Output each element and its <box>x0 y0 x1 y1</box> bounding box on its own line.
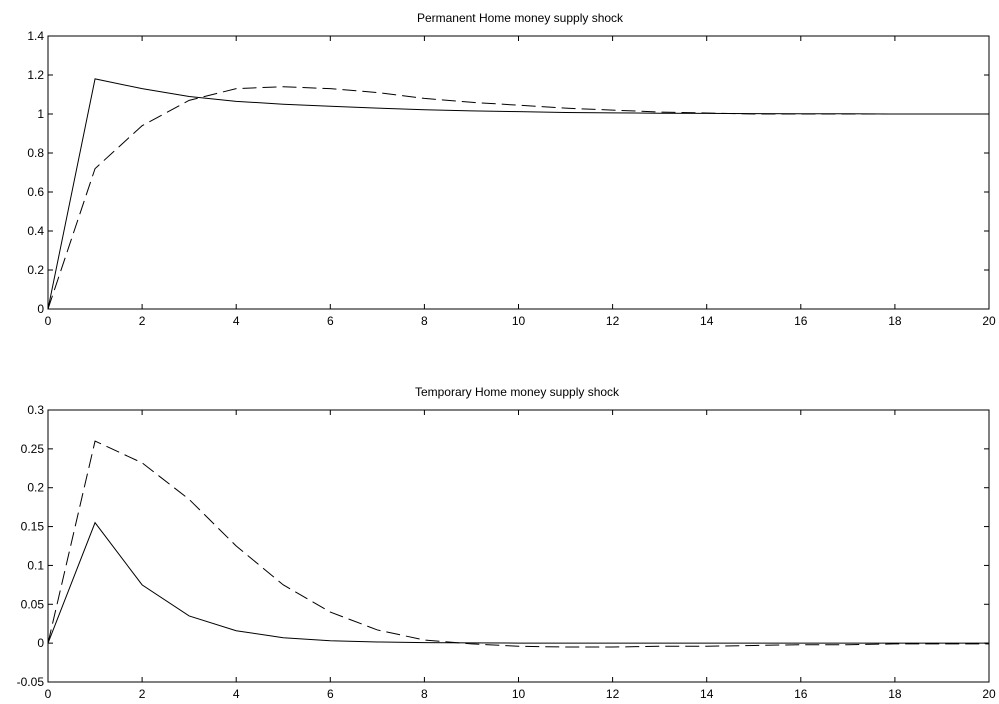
y-tick-label: 0.1 <box>27 558 44 572</box>
y-tick-label: 0 <box>37 636 44 650</box>
x-tick-label: 18 <box>888 314 902 328</box>
y-tick-label: 0.2 <box>27 481 44 495</box>
y-tick-label: 1.4 <box>27 29 44 43</box>
series-line-dashed-permanent <box>47 86 989 310</box>
series-permanent <box>47 78 989 310</box>
x-tick-label: 14 <box>700 314 714 328</box>
x-tick-label: 0 <box>45 687 52 701</box>
x-tick-label: 16 <box>794 687 808 701</box>
x-tick-label: 12 <box>606 687 620 701</box>
x-tick-label: 20 <box>982 314 996 328</box>
y-tick-label: 1.2 <box>27 68 44 82</box>
y-tick-label: 0 <box>37 302 44 316</box>
x-tick-label: 0 <box>45 314 52 328</box>
y-tick-label: 0.4 <box>27 224 44 238</box>
panel-temporary-shock: Temporary Home money supply shock 0 2 4 6 8 1… <box>17 385 996 701</box>
y-tick-label: 0.25 <box>21 442 45 456</box>
y-tick-label: 0.8 <box>27 146 44 160</box>
x-tick-label: 2 <box>139 314 146 328</box>
y-tick-label: 0.15 <box>21 520 45 534</box>
x-tick-label: 12 <box>606 314 620 328</box>
x-tick-label: 10 <box>512 314 526 328</box>
tick-labels-permanent: 0 2 4 6 8 10 12 14 16 18 20 0 0.2 0.4 0.6 0.8 1 1.2 1.4 <box>27 29 996 328</box>
x-tick-label: 6 <box>327 314 334 328</box>
panel-permanent-shock: Permanent Home money supply shock 0 2 4 6 8 1… <box>27 11 996 328</box>
x-tick-label: 4 <box>233 687 240 701</box>
x-tick-label: 18 <box>888 687 902 701</box>
x-tick-label: 6 <box>327 687 334 701</box>
tick-labels-temporary: 0 2 4 6 8 10 12 14 16 18 20-0.0500.050.10.150.20.2… <box>17 403 996 701</box>
x-tick-label: 8 <box>421 314 428 328</box>
chart-title-permanent: Permanent Home money supply shock <box>417 11 624 25</box>
x-tick-label: 4 <box>233 314 240 328</box>
x-tick-label: 20 <box>982 687 996 701</box>
x-tick-label: 14 <box>700 687 714 701</box>
x-tick-label: 10 <box>512 687 526 701</box>
y-tick-label: 0.6 <box>27 185 44 199</box>
series-temporary <box>47 440 989 648</box>
x-tick-label: 8 <box>421 687 428 701</box>
x-tick-label: 2 <box>139 687 146 701</box>
axes-frame-permanent <box>47 35 990 310</box>
y-tick-label: 0.3 <box>27 403 44 417</box>
series-line-dashed-temporary <box>47 440 989 648</box>
x-tick-label: 16 <box>794 314 808 328</box>
y-tick-label: 1 <box>37 107 44 121</box>
axes-frame-temporary <box>47 409 990 683</box>
chart-title-temporary: Temporary Home money supply shock <box>415 385 620 399</box>
y-tick-label: 0.2 <box>27 263 44 277</box>
series-line-solid-temporary <box>47 521 989 644</box>
y-tick-label: 0.05 <box>21 597 45 611</box>
y-tick-label: -0.05 <box>17 675 45 689</box>
